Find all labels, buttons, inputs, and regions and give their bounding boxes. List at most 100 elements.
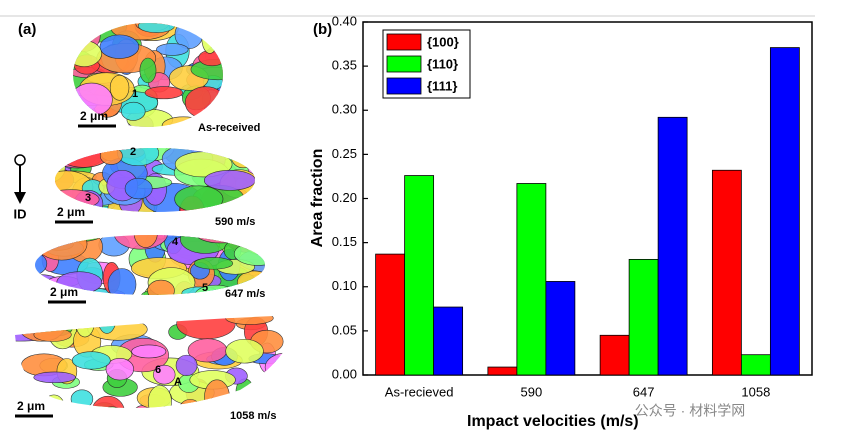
x-tick-label: 590 [521,384,543,399]
grain [75,315,95,338]
scale-label: 2 μm [80,109,108,123]
grain [71,351,111,370]
grain [99,34,140,59]
grain [109,74,130,101]
grain [15,315,63,336]
grain [253,393,274,405]
grain [230,148,255,169]
grain [91,315,111,329]
x-tick-label: 1058 [741,384,770,399]
sample-caption: 1058 m/s [230,410,276,422]
grain [272,378,300,407]
grain-label: 1 [132,88,138,100]
grain [175,354,198,376]
micrographs [15,23,300,408]
y-tick-label: 0.20 [332,190,357,205]
grain [99,148,123,165]
grain [156,43,189,56]
grain [15,315,51,328]
grain [91,395,125,408]
grain [116,148,160,167]
grain [203,170,255,191]
legend-label: {111} [427,78,457,93]
grain [193,257,234,270]
y-tick-label: 0.30 [332,102,357,117]
grain [124,177,153,200]
grain-label: 4 [172,236,179,248]
grain [97,315,117,334]
y-tick-label: 0.35 [332,58,357,73]
grain [73,40,102,67]
bar [433,306,464,376]
sample-caption: As-received [198,122,260,134]
micrograph [73,23,223,127]
grain [133,235,158,248]
grain [105,358,134,381]
x-tick-label: 647 [633,384,655,399]
grain [233,241,265,266]
legend-swatch [386,33,422,51]
watermark: 公众号 · 材料学网 [635,403,745,419]
grain [245,148,255,159]
grain [46,235,102,243]
grain [225,315,274,325]
grain-label: A [174,376,182,388]
grain [33,371,76,384]
sample-caption: 647 m/s [225,288,265,300]
grain [87,318,148,341]
grain [55,148,69,166]
grain [201,23,219,54]
panel-a-label: (a) [18,21,36,38]
grain [252,376,300,401]
grain [231,148,255,158]
bar [769,47,800,376]
grain [184,86,223,119]
y-tick-label: 0.05 [332,322,357,337]
grain [153,364,176,385]
grain [147,279,175,295]
x-axis-label: Impact velocities (m/s) [467,413,639,430]
x-tick-label: As-recieved [385,384,454,399]
grain [264,352,300,382]
y-tick-label: 0.00 [332,366,357,381]
scale-label: 2 μm [57,205,85,219]
y-tick-label: 0.40 [332,13,357,28]
grain [131,344,167,359]
bar [375,253,406,376]
grain-label: 2 [130,146,136,158]
y-tick-label: 0.10 [332,278,357,293]
id-label: ID [14,206,27,221]
y-tick-label: 0.25 [332,146,357,161]
grain [73,23,96,37]
bar [740,354,771,376]
sample-caption: 590 m/s [215,216,255,228]
grain [139,57,157,84]
id-marker [14,154,26,166]
grain [204,379,230,408]
panel-b-label: (b) [313,21,332,38]
bar [657,116,688,376]
legend-swatch [386,77,422,95]
grain [176,315,236,340]
grain [107,268,137,295]
bar [628,258,659,376]
grain [70,389,94,408]
grain [121,101,146,121]
grain [35,235,86,239]
bar [404,175,435,376]
grain [225,338,264,364]
legend-swatch [386,55,422,73]
bar [516,183,547,376]
y-tick-label: 0.15 [332,234,357,249]
id-arrowhead [14,192,26,204]
bar [711,169,742,376]
grain [174,185,224,212]
y-axis-label: Area fraction [309,149,326,248]
grain-label: 5 [202,282,208,294]
grain [147,385,172,408]
micrograph [15,315,300,408]
scale-label: 2 μm [50,285,78,299]
bar [487,366,518,376]
grain [36,235,88,261]
